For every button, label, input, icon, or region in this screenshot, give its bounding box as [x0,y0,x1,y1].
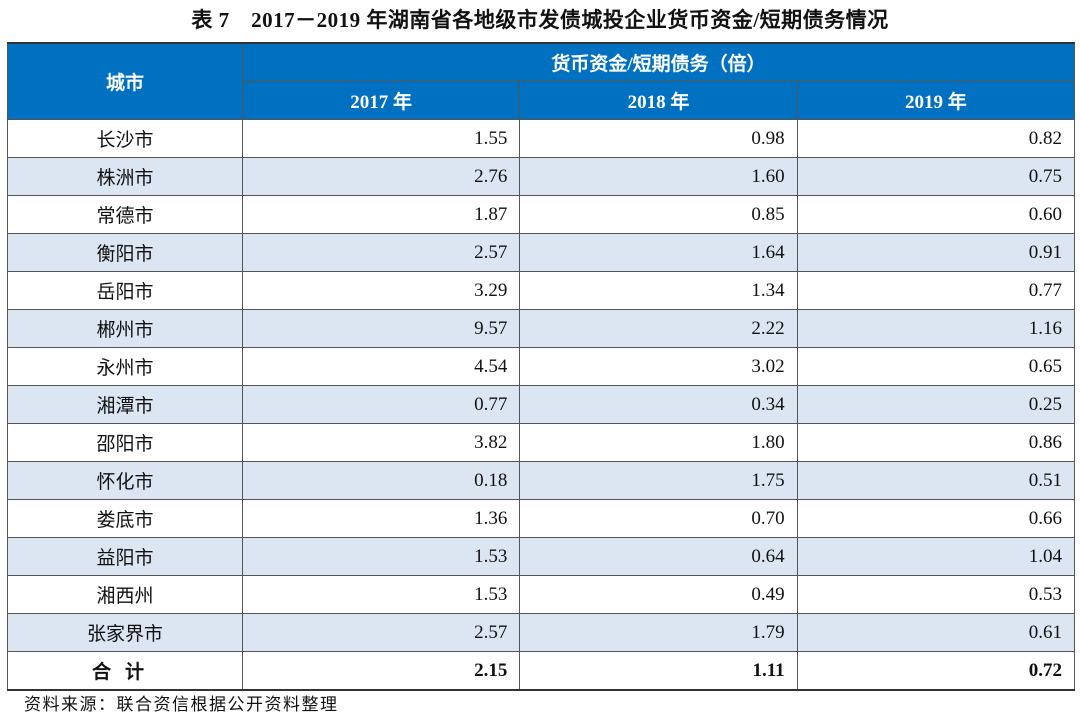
value-cell: 0.91 [796,233,1076,272]
value-cell: 1.75 [519,461,798,500]
city-cell: 郴州市 [7,309,243,348]
value-cell: 0.98 [519,119,798,158]
value-cell: 0.77 [796,271,1076,310]
city-cell: 娄底市 [7,499,243,538]
city-cell: 长沙市 [7,119,243,158]
table-row: 益阳市 1.53 0.64 1.04 [7,537,1076,576]
table-row: 长沙市 1.55 0.98 0.82 [7,119,1076,158]
city-cell: 合计 [7,651,243,691]
value-cell: 0.70 [519,499,798,538]
table-title: 表 7 2017－2019 年湖南省各地级市发债城投企业货币资金/短期债务情况 [191,8,889,32]
table-row: 株洲市 2.76 1.60 0.75 [7,157,1076,196]
value-cell: 0.61 [796,613,1076,652]
city-cell: 永州市 [7,347,243,386]
value-cell: 0.64 [519,537,798,576]
header-city: 城市 [7,42,243,120]
table-row: 邵阳市 3.82 1.80 0.86 [7,423,1076,462]
header-group: 货币资金/短期债务（倍） [242,42,1075,82]
value-cell: 0.72 [796,651,1076,691]
header-year: 2019 年 [796,81,1076,120]
value-cell: 0.75 [796,157,1076,196]
city-cell: 岳阳市 [7,271,243,310]
city-cell: 益阳市 [7,537,243,576]
value-cell: 9.57 [241,309,521,348]
header-year: 2018 年 [519,81,798,120]
value-cell: 1.36 [241,499,521,538]
table-row: 郴州市 9.57 2.22 1.16 [7,309,1076,348]
value-cell: 1.64 [519,233,798,272]
value-cell: 0.53 [796,575,1076,614]
source-note: 资料来源：联合资信根据公开资料整理 [24,695,339,715]
value-cell: 1.60 [519,157,798,196]
value-cell: 0.49 [519,575,798,614]
data-table: 城市 货币资金/短期债务（倍） 2017 年 2018 年 2019 年 长沙市… [7,42,1076,691]
value-cell: 1.53 [241,575,521,614]
value-cell: 3.02 [519,347,798,386]
value-cell: 2.57 [241,233,521,272]
value-cell: 1.34 [519,271,798,310]
city-cell: 怀化市 [7,461,243,500]
value-cell: 2.57 [241,613,521,652]
value-cell: 0.51 [796,461,1076,500]
city-cell: 邵阳市 [7,423,243,462]
value-cell: 0.85 [519,195,798,234]
value-cell: 0.82 [796,119,1076,158]
value-cell: 0.60 [796,195,1076,234]
table-row: 湘潭市 0.77 0.34 0.25 [7,385,1076,424]
table-row: 怀化市 0.18 1.75 0.51 [7,461,1076,500]
table-row: 岳阳市 3.29 1.34 0.77 [7,271,1076,310]
value-cell: 4.54 [241,347,521,386]
city-cell: 常德市 [7,195,243,234]
value-cell: 0.86 [796,423,1076,462]
value-cell: 1.04 [796,537,1076,576]
value-cell: 0.18 [241,461,521,500]
value-cell: 0.77 [241,385,521,424]
table-row: 永州市 4.54 3.02 0.65 [7,347,1076,386]
value-cell: 1.11 [519,651,798,691]
total-row: 合计 2.15 1.11 0.72 [7,651,1076,691]
value-cell: 2.76 [241,157,521,196]
table-row: 湘西州 1.53 0.49 0.53 [7,575,1076,614]
value-cell: 3.29 [241,271,521,310]
value-cell: 1.87 [241,195,521,234]
header-year: 2017 年 [241,81,521,120]
value-cell: 2.22 [519,309,798,348]
value-cell: 1.55 [241,119,521,158]
value-cell: 2.15 [241,651,521,691]
city-cell: 株洲市 [7,157,243,196]
value-cell: 3.82 [241,423,521,462]
value-cell: 0.65 [796,347,1076,386]
value-cell: 0.25 [796,385,1076,424]
city-cell: 湘潭市 [7,385,243,424]
table-row: 衡阳市 2.57 1.64 0.91 [7,233,1076,272]
table-row: 娄底市 1.36 0.70 0.66 [7,499,1076,538]
city-cell: 衡阳市 [7,233,243,272]
value-cell: 0.66 [796,499,1076,538]
table-row: 常德市 1.87 0.85 0.60 [7,195,1076,234]
value-cell: 1.53 [241,537,521,576]
city-cell: 张家界市 [7,613,243,652]
value-cell: 1.80 [519,423,798,462]
value-cell: 1.16 [796,309,1076,348]
value-cell: 0.34 [519,385,798,424]
table-row: 张家界市 2.57 1.79 0.61 [7,613,1076,652]
city-cell: 湘西州 [7,575,243,614]
value-cell: 1.79 [519,613,798,652]
